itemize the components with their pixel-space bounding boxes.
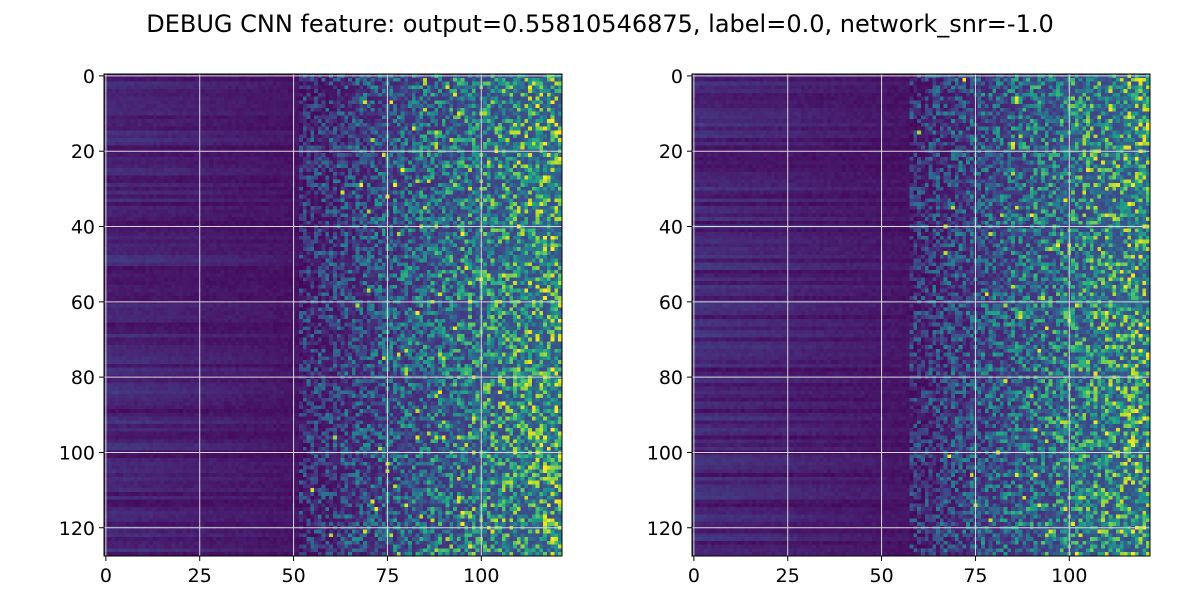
x-tick-label: 100 [463, 565, 499, 587]
y-tick-label: 20 [659, 141, 683, 163]
y-tick-label: 0 [671, 66, 683, 88]
y-tick-label: 20 [71, 141, 95, 163]
y-tick-label: 100 [59, 442, 95, 464]
y-tick-label: 60 [659, 292, 683, 314]
heatmap-image [104, 74, 562, 556]
x-tick-label: 25 [776, 565, 800, 587]
y-tick-label: 40 [71, 217, 95, 239]
x-tick-label: 25 [188, 565, 212, 587]
axis-ticks: 0 25 50 75 100 0 20 40 60 80 100 120 [647, 66, 1088, 587]
x-tick-label: 0 [688, 565, 700, 587]
x-tick-label: 100 [1051, 565, 1087, 587]
grid-lines [104, 74, 562, 556]
y-tick-label: 80 [659, 367, 683, 389]
figure-title: DEBUG CNN feature: output=0.55810546875,… [146, 10, 1054, 38]
y-tick-label: 80 [71, 367, 95, 389]
heatmap-image [692, 74, 1150, 556]
y-tick-label: 60 [71, 292, 95, 314]
x-tick-label: 50 [869, 565, 893, 587]
y-tick-label: 0 [83, 66, 95, 88]
y-tick-label: 120 [59, 518, 95, 540]
y-tick-label: 100 [647, 442, 683, 464]
axes-frame [103, 73, 563, 557]
y-tick-label: 120 [647, 518, 683, 540]
x-tick-label: 0 [100, 565, 112, 587]
x-tick-label: 75 [375, 565, 399, 587]
grid-lines [692, 74, 1150, 556]
x-tick-label: 50 [281, 565, 305, 587]
heatmap-panel-right: 0 25 50 75 100 0 20 40 60 80 100 120 [647, 66, 1151, 587]
x-tick-label: 75 [963, 565, 987, 587]
axis-ticks: 0 25 50 75 100 0 20 40 60 80 100 120 [59, 66, 500, 587]
y-tick-label: 40 [659, 217, 683, 239]
axes-frame [691, 73, 1151, 557]
heatmap-panel-left: 0 25 50 75 100 0 20 40 60 80 100 120 [59, 66, 563, 587]
